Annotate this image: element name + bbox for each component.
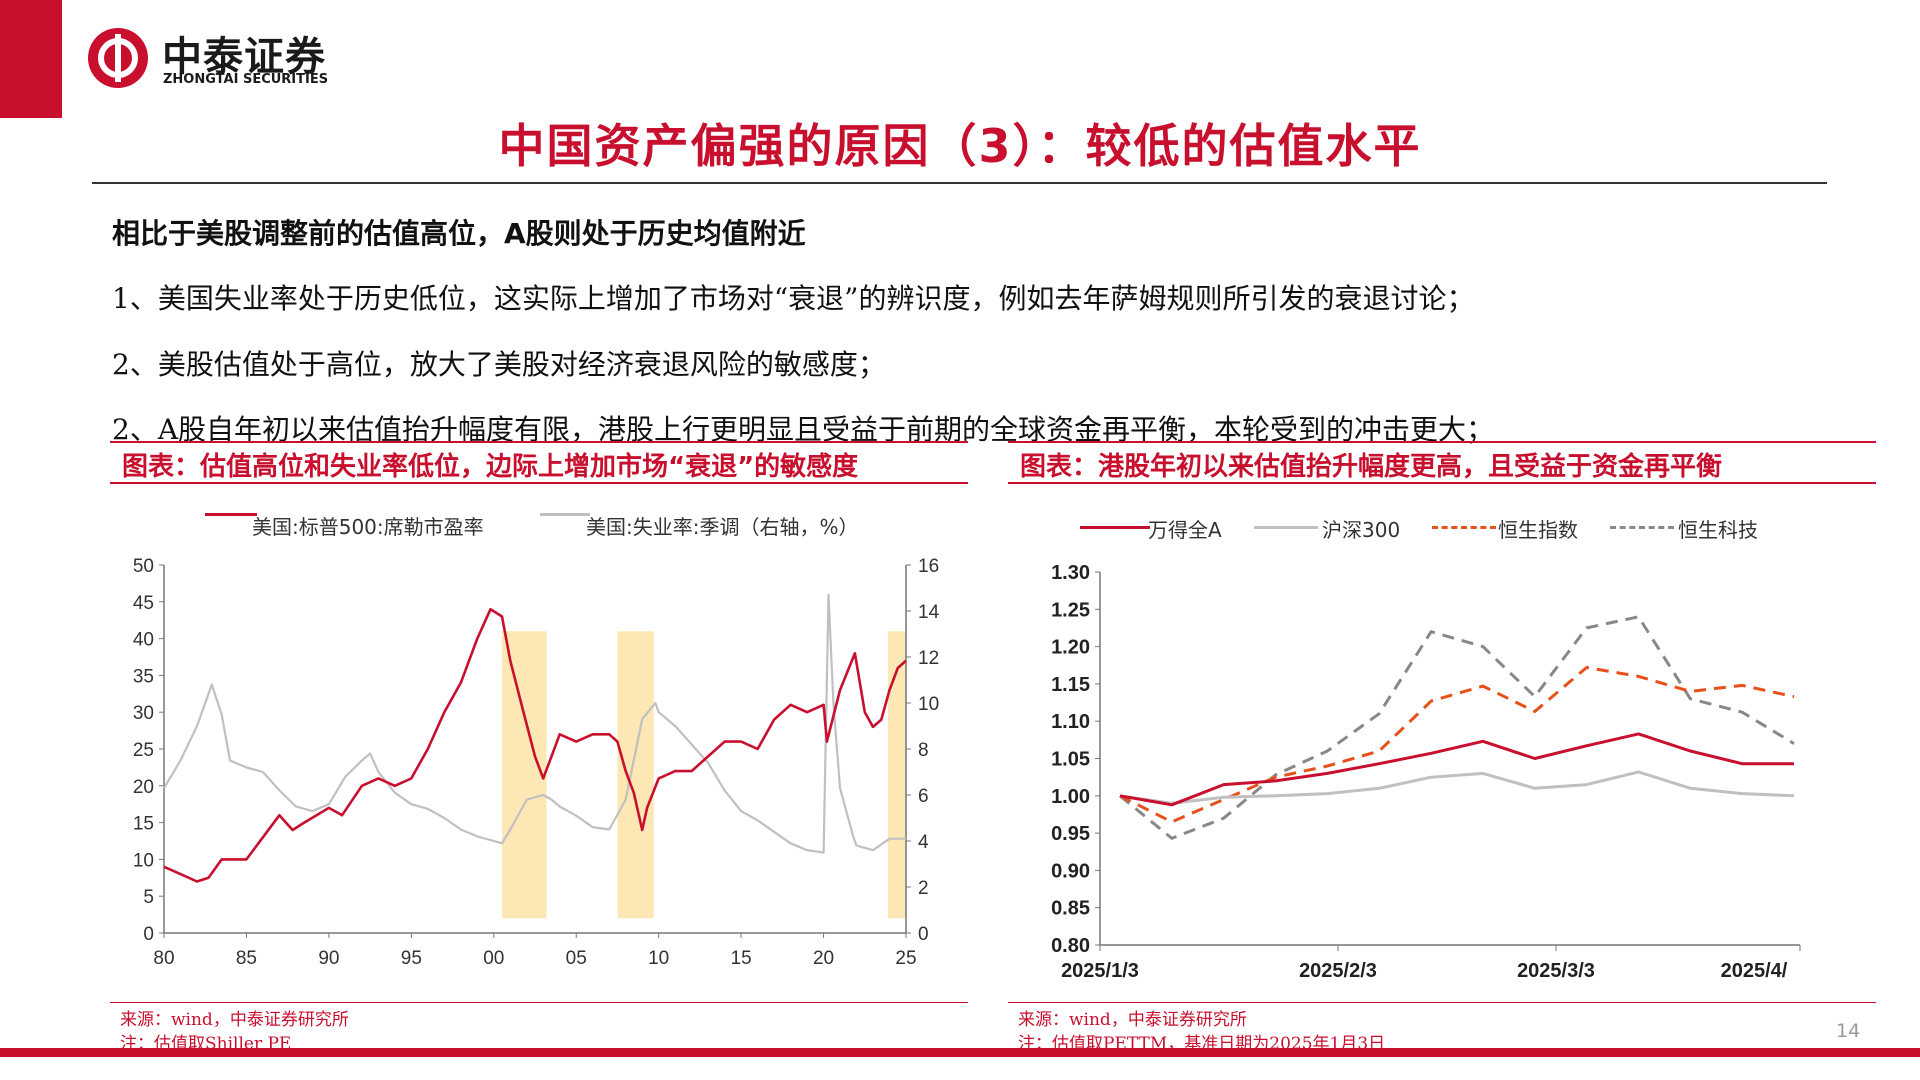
bullet-point-2: 2、美股估值处于高位，放大了美股对经济衰退风险的敏感度； [112, 348, 886, 381]
y-tick-label: 1.25 [1051, 599, 1090, 621]
y-tick-label: 1.10 [1051, 711, 1090, 733]
legend-label-unemployment: 美国:失业率:季调（右轴，%） [586, 515, 859, 539]
right-panel-title-rule [1008, 482, 1876, 484]
legend-swatch-hsi [1432, 526, 1496, 529]
legend-swatch-unemployment [540, 513, 590, 516]
legend-swatch-wind-a [1080, 526, 1150, 529]
y-left-tick-label: 0 [143, 924, 154, 945]
logo-mark-icon [88, 28, 148, 88]
highlight-period-1 [502, 631, 547, 919]
x-tick-label: 2025/1/3 [1061, 960, 1139, 982]
legend-label-pe: 美国:标普500:席勒市盈率 [252, 515, 484, 539]
x-tick-label: 05 [566, 948, 587, 969]
y-right-tick-label: 4 [918, 832, 929, 853]
unemployment-series-line [163, 593, 906, 854]
x-tick-label: 95 [401, 948, 422, 969]
x-tick-label: 25 [895, 948, 916, 969]
right-panel-top-rule [1008, 441, 1876, 443]
page-number: 14 [1836, 1020, 1861, 1042]
brand-name-cn: 中泰证券 [162, 34, 326, 80]
x-tick-label: 90 [318, 948, 339, 969]
y-right-tick-label: 6 [918, 786, 929, 807]
y-right-tick-label: 0 [918, 924, 929, 945]
y-tick-label: 0.85 [1051, 898, 1090, 920]
x-tick-label: 85 [236, 948, 257, 969]
legend-label-hstech: 恒生科技 [1678, 518, 1758, 542]
y-left-tick-label: 40 [133, 630, 154, 651]
legend-label-csi300: 沪深300 [1322, 518, 1401, 542]
y-left-tick-label: 30 [133, 703, 154, 724]
right-panel-bottom-rule [1008, 1002, 1876, 1003]
legend-swatch-csi300 [1254, 526, 1318, 529]
y-left-tick-label: 20 [133, 777, 154, 798]
valuation-index-chart: 0.80 0.85 0.90 0.95 1.00 1.05 1.10 1.15 1.20 1.25… [1051, 562, 1801, 982]
y-tick-label: 0.95 [1051, 823, 1090, 845]
subheading: 相比于美股调整前的估值高位，A股则处于历史均值附近 [112, 217, 806, 250]
right-chart-title: 图表：港股年初以来估值抬升幅度更高，且受益于资金再平衡 [1020, 452, 1723, 482]
y-tick-label: 1.05 [1051, 749, 1090, 771]
legend-swatch-hstech [1610, 526, 1674, 529]
shiller-pe-series-line [163, 607, 907, 883]
y-right-tick-label: 14 [918, 602, 940, 623]
left-panel-top-rule [110, 441, 968, 443]
y-right-tick-label: 8 [918, 740, 929, 761]
highlight-periods [502, 631, 906, 919]
y-tick-label: 1.30 [1051, 562, 1090, 584]
x-tick-label: 2025/2/3 [1299, 960, 1377, 982]
x-tick-label: 10 [648, 948, 669, 969]
x-tick-label: 20 [813, 948, 834, 969]
brand-side-bar [0, 0, 62, 118]
x-tick-label: 80 [153, 948, 174, 969]
highlight-period-2 [617, 631, 654, 919]
x-tick-label: 2025/3/3 [1517, 960, 1595, 982]
legend-swatch-pe [205, 513, 257, 516]
y-right-tick-label: 12 [918, 648, 939, 669]
y-left-tick-label: 5 [143, 887, 154, 908]
y-tick-label: 0.90 [1051, 860, 1090, 882]
title-divider [92, 182, 1827, 184]
y-left-tick-label: 25 [133, 740, 154, 761]
wind-a-series-line [1119, 732, 1794, 807]
y-right-tick-label: 10 [918, 694, 939, 715]
left-chart-title: 图表：估值高位和失业率低位，边际上增加市场“衰退”的敏感度 [122, 452, 859, 482]
chart-axes [1095, 571, 1801, 951]
y-tick-label: 1.00 [1051, 786, 1090, 808]
highlight-period-3 [887, 631, 906, 919]
chart-axes [159, 564, 911, 938]
right-source-text: 来源：wind，中泰证券研究所 [1018, 1010, 1247, 1030]
chart-series [163, 593, 907, 883]
brand-name-en: ZHONGTAI SECURITIES [163, 72, 329, 87]
chart-series [1119, 615, 1795, 840]
y-right-tick-label: 16 [918, 556, 939, 577]
brand-bottom-bar [0, 1048, 1920, 1057]
hstech-series-line [1119, 615, 1795, 840]
left-panel-title-rule [110, 482, 968, 484]
left-source-text: 来源：wind，中泰证券研究所 [120, 1010, 349, 1030]
bullet-point-3: 2、A股自年初以来估值抬升幅度有限，港股上行更明显且受益于前期的全球资金再平衡，… [112, 413, 1495, 446]
y-left-tick-label: 35 [133, 666, 154, 687]
y-left-tick-label: 45 [133, 593, 154, 614]
y-left-tick-label: 50 [133, 556, 154, 577]
legend-label-wind-a: 万得全A [1148, 518, 1222, 542]
page-title: 中国资产偏强的原因（3）：较低的估值水平 [498, 119, 1422, 173]
x-tick-label: 2025/4/ [1721, 960, 1788, 982]
y-tick-label: 0.80 [1051, 935, 1090, 957]
company-logo: 中泰证券 ZHONGTAI SECURITIES [86, 22, 346, 96]
x-tick-label: 15 [731, 948, 752, 969]
y-left-tick-label: 15 [133, 814, 154, 835]
bullet-point-1: 1、美国失业率处于历史低位，这实际上增加了市场对“衰退”的辨识度，例如去年萨姆规… [112, 282, 1475, 315]
y-tick-label: 1.20 [1051, 637, 1090, 659]
left-panel-bottom-rule [110, 1002, 968, 1003]
y-right-tick-label: 2 [918, 878, 929, 899]
x-tick-label: 00 [483, 948, 504, 969]
csi300-series-line [1119, 770, 1795, 805]
y-left-tick-label: 10 [133, 850, 154, 871]
tick-labels: 0.80 0.85 0.90 0.95 1.00 1.05 1.10 1.15 1.20 1.25… [1051, 562, 1788, 982]
legend-label-hsi: 恒生指数 [1498, 518, 1578, 542]
y-tick-label: 1.15 [1051, 674, 1090, 696]
